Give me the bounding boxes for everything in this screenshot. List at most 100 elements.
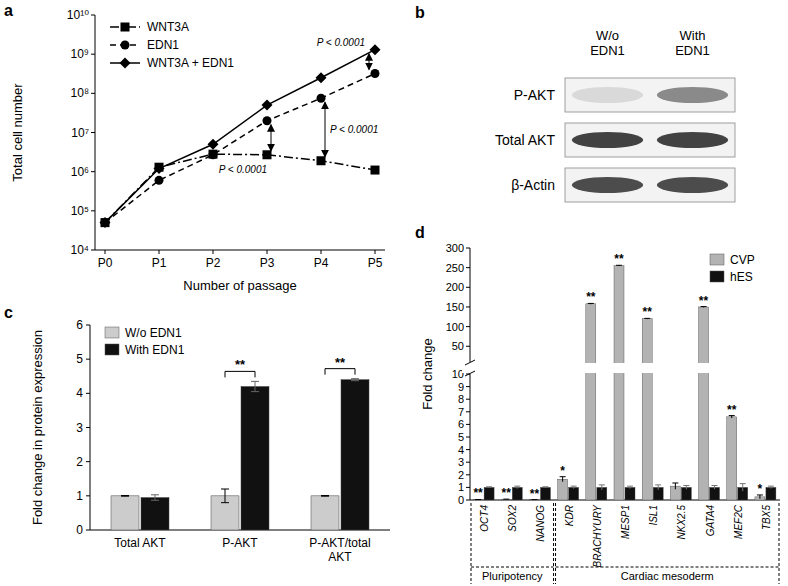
bar	[642, 319, 652, 500]
error-bar	[571, 486, 577, 489]
marker	[371, 69, 380, 78]
y-tick-label: 1	[76, 489, 83, 503]
legend-swatch	[710, 254, 724, 265]
error-bar	[221, 489, 229, 503]
error-bar	[486, 487, 492, 488]
y-tick	[466, 474, 470, 475]
x-tick-label: P-AKT/totalAKT	[309, 536, 370, 564]
error-bar	[627, 486, 633, 489]
comparison-label: P < 0.0001	[219, 164, 267, 175]
marker	[371, 166, 380, 175]
y-tick	[466, 346, 470, 347]
y-tick-label: 6	[458, 418, 464, 430]
bar	[699, 307, 709, 500]
x-tick-label: GATA4	[705, 505, 716, 537]
y-tick	[466, 487, 470, 488]
y-axis-label: Total cell number	[10, 83, 25, 182]
plot-area	[111, 379, 369, 530]
row-label: P-AKT	[514, 87, 556, 103]
x-tick-label: P0	[98, 256, 113, 270]
significance-label: **	[643, 305, 653, 319]
series-line	[105, 74, 375, 223]
error-bar	[683, 486, 689, 490]
y-tick-label: 50	[452, 340, 464, 352]
y-tick	[86, 461, 90, 462]
panel-b: bW/oEDN1WithEDN1P-AKTTotal AKTβ-Actin	[415, 4, 735, 202]
legend-label: EDN1	[147, 38, 179, 52]
y-tick-label: 10⁴	[70, 243, 89, 257]
y-axis-label: Fold change	[420, 338, 435, 410]
y-tick	[466, 449, 470, 450]
legend-label: hES	[730, 270, 753, 284]
band	[572, 87, 643, 103]
x-tick-label: P2	[206, 256, 221, 270]
y-tick-label: 6	[76, 318, 83, 332]
marker	[316, 72, 327, 83]
y-tick-label: 2	[76, 455, 83, 469]
error-bar	[599, 485, 605, 490]
comparison-arrow	[271, 125, 272, 151]
bar	[484, 487, 494, 500]
y-tick-label: 9	[458, 381, 464, 393]
plot-area	[100, 44, 381, 228]
group-divider	[553, 503, 554, 584]
x-tick-label: SOX2	[507, 505, 518, 532]
error-bar	[740, 484, 746, 492]
legend-marker	[121, 23, 130, 32]
lane-label: WithEDN1	[675, 28, 710, 58]
comparison-label: P < 0.0001	[330, 124, 378, 135]
group-bracket	[471, 567, 554, 568]
bar	[241, 387, 269, 531]
comparison-label: P < 0.0001	[317, 37, 365, 48]
y-tick-label: 7	[458, 406, 464, 418]
comparison-arrow	[325, 102, 326, 157]
band	[657, 177, 728, 193]
legend-swatch	[105, 344, 119, 355]
error-bar	[655, 485, 661, 490]
group-label: Cardiac mesoderm	[621, 570, 714, 582]
y-tick	[86, 359, 90, 360]
y-tick	[86, 530, 90, 531]
legend-label: With EDN1	[125, 343, 185, 357]
x-tick	[375, 250, 376, 254]
y-tick	[91, 250, 95, 251]
comparison-arrow	[369, 54, 370, 70]
y-tick-label: 200	[446, 281, 464, 293]
bar	[727, 417, 737, 500]
label-line: P-AKT/total	[309, 536, 370, 550]
y-tick-label: 150	[446, 301, 464, 313]
panel-a: a10⁴10⁵10⁶10⁷10⁸10⁹10¹⁰P0P1P2P3P4P5Numbe…	[4, 2, 385, 293]
plot-area	[473, 265, 776, 500]
bar	[311, 496, 339, 530]
y-tick-label: 0	[76, 523, 83, 537]
marker	[209, 150, 218, 159]
x-tick-label: ISL1	[648, 505, 659, 526]
x-tick	[267, 250, 268, 254]
significance-label: **	[699, 294, 709, 308]
bar	[111, 496, 139, 530]
y-tick	[466, 437, 470, 438]
y-tick-label: 2	[458, 469, 464, 481]
bar	[569, 487, 579, 500]
x-tick-label: KDR	[564, 505, 575, 526]
panel-letter: d	[415, 224, 425, 241]
significance-label: **	[530, 487, 540, 501]
error-bar	[672, 483, 678, 489]
y-tick-label: 3	[458, 456, 464, 468]
y-tick-label: 10⁹	[71, 47, 90, 61]
panel-letter: b	[415, 4, 425, 21]
label-line: AKT	[328, 550, 352, 564]
x-tick-label: P-AKT	[222, 536, 258, 550]
legend-marker	[121, 41, 130, 50]
lane-label: W/oEDN1	[590, 28, 625, 58]
error-bar	[542, 487, 548, 488]
y-tick-label: 10⁶	[71, 165, 89, 179]
x-tick	[105, 250, 106, 254]
series-line	[105, 154, 375, 222]
x-tick-label: Total AKT	[114, 536, 166, 550]
significance-label: *	[560, 464, 565, 478]
group-bracket	[556, 567, 779, 568]
significance-label: **	[335, 355, 346, 370]
legend-label: W/o EDN1	[125, 326, 182, 340]
row-label: Total AKT	[495, 132, 555, 148]
